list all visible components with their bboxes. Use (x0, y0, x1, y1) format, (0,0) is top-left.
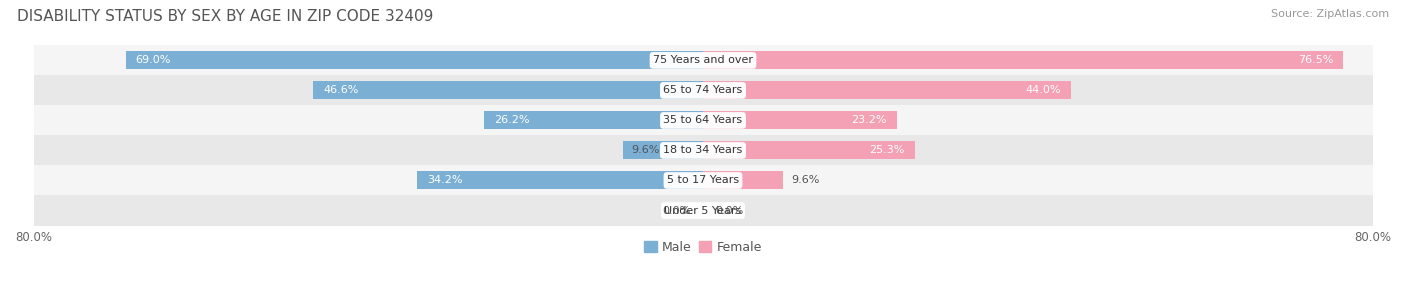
Bar (416, 171, 703, 189)
Text: 9.6%: 9.6% (792, 175, 820, 185)
Bar (703, 141, 915, 160)
Text: Source: ZipAtlas.com: Source: ZipAtlas.com (1271, 9, 1389, 19)
Bar (623, 141, 703, 160)
Text: DISABILITY STATUS BY SEX BY AGE IN ZIP CODE 32409: DISABILITY STATUS BY SEX BY AGE IN ZIP C… (17, 9, 433, 24)
Text: 23.2%: 23.2% (852, 116, 887, 126)
Bar (703, 171, 783, 189)
Text: 75 Years and over: 75 Years and over (652, 55, 754, 65)
Bar (34, 75, 1372, 105)
Text: 76.5%: 76.5% (1298, 55, 1333, 65)
Text: 0.0%: 0.0% (662, 206, 690, 216)
Text: 69.0%: 69.0% (135, 55, 172, 65)
Bar (703, 51, 1343, 69)
Text: 25.3%: 25.3% (869, 146, 904, 155)
Text: 0.0%: 0.0% (716, 206, 744, 216)
Text: 46.6%: 46.6% (323, 85, 359, 95)
Bar (34, 105, 1372, 136)
Text: 18 to 34 Years: 18 to 34 Years (664, 146, 742, 155)
Bar (703, 112, 897, 130)
Legend: Male, Female: Male, Female (640, 236, 766, 259)
Bar (34, 165, 1372, 195)
Bar (34, 195, 1372, 226)
Bar (484, 112, 703, 130)
Bar (34, 136, 1372, 165)
Text: 34.2%: 34.2% (427, 175, 463, 185)
Text: 9.6%: 9.6% (631, 146, 659, 155)
Bar (703, 81, 1071, 99)
Text: Under 5 Years: Under 5 Years (665, 206, 741, 216)
Text: 26.2%: 26.2% (494, 116, 529, 126)
Text: 5 to 17 Years: 5 to 17 Years (666, 175, 740, 185)
Text: 65 to 74 Years: 65 to 74 Years (664, 85, 742, 95)
Bar (125, 51, 703, 69)
Text: 35 to 64 Years: 35 to 64 Years (664, 116, 742, 126)
Text: 44.0%: 44.0% (1026, 85, 1062, 95)
Bar (314, 81, 703, 99)
Bar (34, 45, 1372, 75)
